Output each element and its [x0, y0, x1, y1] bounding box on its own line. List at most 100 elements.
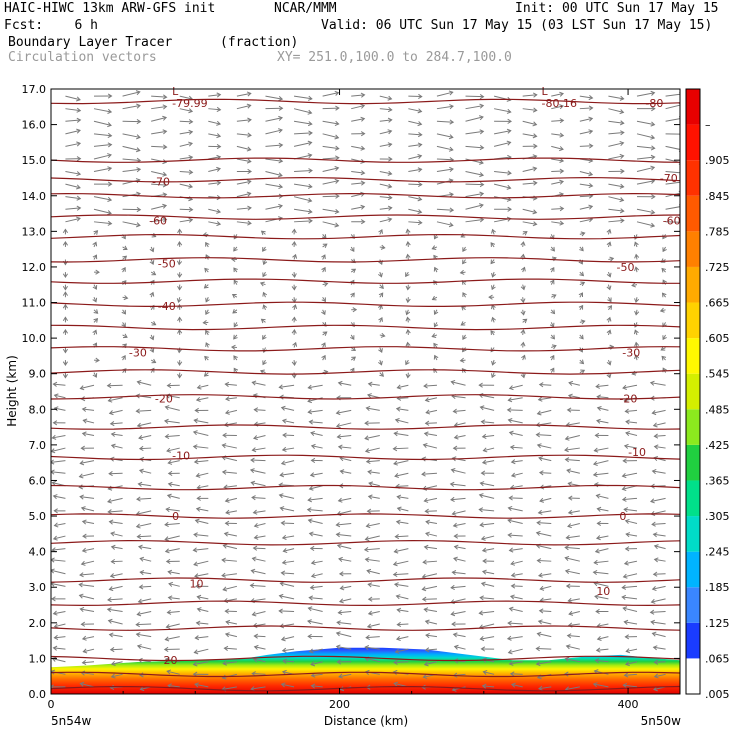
- wind-vector: [368, 481, 380, 487]
- wind-vector: [150, 270, 157, 276]
- wind-vector: [425, 531, 438, 537]
- wind-vector: [52, 610, 66, 616]
- wind-vector: [394, 418, 409, 424]
- wind-vector: [53, 522, 66, 528]
- wind-vector: [308, 531, 323, 537]
- wind-vector: [424, 647, 437, 653]
- wind-vector: [259, 281, 266, 287]
- wind-vector: [551, 132, 565, 138]
- colorbar-label: .905: [705, 154, 730, 167]
- wind-vector: [408, 120, 423, 127]
- wind-vector: [378, 347, 383, 353]
- wind-vector: [260, 318, 266, 324]
- wind-vector: [94, 93, 113, 99]
- wind-vector: [176, 259, 183, 266]
- wind-vector: [321, 254, 326, 260]
- wind-vector: [122, 221, 141, 228]
- wind-vector: [236, 158, 252, 164]
- wind-vector: [307, 384, 323, 390]
- wind-vector: [280, 520, 295, 526]
- wind-vector: [62, 228, 68, 235]
- wind-vector: [202, 319, 209, 326]
- wind-vector: [122, 103, 141, 110]
- wind-vector: [51, 459, 66, 465]
- wind-vector: [491, 271, 496, 278]
- wind-vector: [393, 431, 409, 437]
- wind-vector: [250, 457, 266, 463]
- isotherm-label: 20: [164, 654, 178, 667]
- wind-vector: [436, 119, 455, 125]
- wind-vector: [278, 593, 295, 600]
- wind-vector: [539, 585, 552, 591]
- wind-vector: [595, 493, 609, 499]
- wind-vector: [167, 595, 180, 601]
- wind-vector: [80, 621, 95, 627]
- wind-vector: [405, 329, 411, 335]
- wind-vector: [479, 595, 495, 601]
- wind-vector: [233, 322, 239, 328]
- wind-vector: [636, 120, 656, 127]
- wind-vector: [177, 316, 183, 323]
- y-tick-label: 5.0: [29, 510, 47, 523]
- wind-vector: [650, 619, 666, 625]
- wind-vector: [537, 619, 552, 625]
- wind-vector: [510, 560, 523, 566]
- wind-vector: [621, 496, 638, 502]
- wind-vector: [236, 103, 252, 110]
- wind-vector: [396, 607, 409, 613]
- wind-vector: [224, 608, 237, 614]
- wind-vector: [636, 221, 656, 228]
- colorbar-label: .785: [705, 225, 730, 238]
- wind-vector: [596, 635, 609, 641]
- wind-vector: [294, 130, 313, 136]
- wind-vector: [424, 619, 438, 625]
- wind-vector: [251, 380, 266, 386]
- wind-vector: [507, 518, 523, 524]
- wind-vector: [322, 281, 329, 287]
- wind-vector: [335, 532, 352, 538]
- wind-vector: [310, 573, 323, 579]
- wind-vector: [393, 659, 409, 665]
- wind-vector: [507, 418, 523, 424]
- wind-vector: [194, 682, 209, 688]
- wind-vector: [65, 183, 81, 190]
- wind-vector: [282, 548, 295, 554]
- wind-vector: [308, 648, 323, 654]
- y-tick-label: 2.0: [29, 617, 47, 630]
- wind-vector: [567, 597, 580, 603]
- isotherm-label: -30: [129, 346, 147, 359]
- wind-vector: [62, 372, 68, 379]
- isotherm-line: [51, 301, 680, 307]
- wind-vector: [307, 619, 323, 625]
- wind-vector: [366, 508, 380, 514]
- wind-vector: [425, 409, 438, 415]
- wind-vector: [62, 241, 68, 247]
- wind-vector: [166, 609, 180, 615]
- isotherm-line: [51, 157, 680, 163]
- wind-vector: [522, 208, 538, 215]
- isotherm-label: -30: [622, 346, 640, 359]
- wind-vector: [280, 682, 295, 688]
- wind-vector: [579, 105, 594, 111]
- wind-vector: [179, 217, 194, 223]
- wind-vector: [293, 208, 313, 215]
- wind-vector: [394, 534, 409, 540]
- wind-vector: [291, 228, 297, 235]
- wind-vector: [122, 133, 141, 140]
- wind-vector: [623, 443, 638, 449]
- wind-vector: [351, 92, 366, 98]
- wind-vector: [661, 267, 667, 273]
- wind-vector: [236, 220, 252, 226]
- wind-vector: [121, 354, 126, 361]
- wind-vector: [392, 571, 409, 577]
- wind-vector: [250, 568, 266, 575]
- wind-vector: [579, 281, 586, 287]
- isotherm-label: -40: [158, 300, 176, 313]
- wind-vector: [567, 495, 580, 501]
- wind-vector: [335, 409, 352, 416]
- wind-vector: [431, 245, 438, 251]
- wind-vector: [351, 145, 366, 151]
- wind-vector: [396, 494, 409, 500]
- wind-vector: [564, 457, 580, 463]
- wind-vector: [291, 316, 297, 323]
